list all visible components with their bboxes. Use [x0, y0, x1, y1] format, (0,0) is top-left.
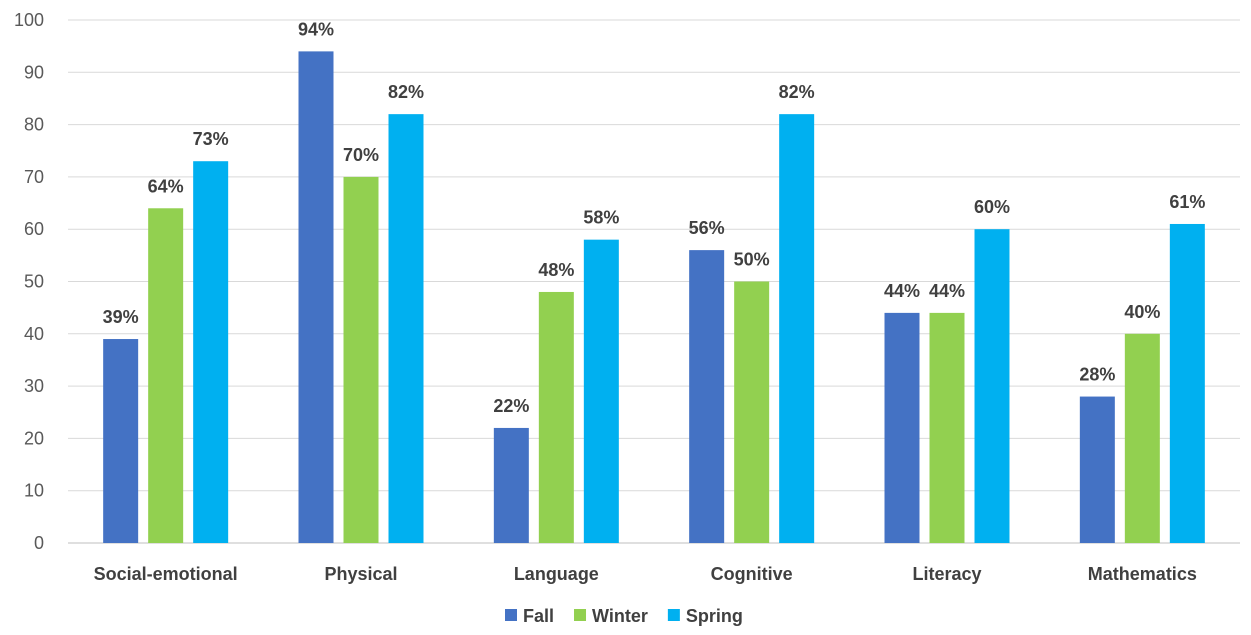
data-label: 73% [193, 129, 229, 149]
data-label: 82% [779, 82, 815, 102]
bars [103, 51, 1205, 543]
bar-winter [343, 176, 379, 543]
bar-winter [538, 291, 574, 543]
data-label: 28% [1079, 365, 1115, 385]
y-tick-label: 10 [24, 481, 44, 501]
legend-label-winter: Winter [592, 606, 648, 626]
data-label: 58% [583, 208, 619, 228]
bar-fall [298, 51, 334, 543]
data-label: 56% [689, 218, 725, 238]
y-tick-label: 50 [24, 272, 44, 292]
data-label: 50% [734, 250, 770, 270]
x-tick-label: Language [514, 564, 599, 584]
bar-winter [148, 208, 184, 543]
bar-winter [929, 312, 965, 543]
bar-spring [974, 229, 1010, 543]
data-label: 22% [493, 396, 529, 416]
x-tick-label: Social-emotional [94, 564, 238, 584]
bar-fall [884, 312, 920, 543]
data-label: 44% [929, 281, 965, 301]
data-label: 70% [343, 145, 379, 165]
y-tick-label: 30 [24, 376, 44, 396]
bar-fall [1079, 396, 1115, 543]
data-labels: 39% 64% 73% 94% 70% 82% 22% 48% 58% 56% 50% 82% 44% 4… [103, 19, 1206, 416]
data-label: 40% [1124, 302, 1160, 322]
y-tick-label: 0 [34, 533, 44, 553]
data-label: 48% [538, 260, 574, 280]
x-axis-ticks: Social-emotional Physical Language Cognitiv… [94, 564, 1197, 584]
bar-fall [689, 250, 725, 543]
x-tick-label: Mathematics [1088, 564, 1197, 584]
x-tick-label: Physical [324, 564, 397, 584]
bar-winter [734, 281, 770, 543]
bar-spring [779, 114, 815, 543]
gridlines [68, 19, 1240, 544]
legend-label-fall: Fall [523, 606, 554, 626]
x-tick-label: Literacy [912, 564, 981, 584]
bar-fall [103, 339, 139, 543]
bar-spring [583, 239, 619, 543]
y-tick-label: 100 [14, 10, 44, 30]
bar-winter [1124, 333, 1160, 543]
data-label: 44% [884, 281, 920, 301]
legend: Fall Winter Spring [505, 606, 743, 626]
y-tick-label: 40 [24, 324, 44, 344]
data-label: 82% [388, 82, 424, 102]
data-label: 60% [974, 197, 1010, 217]
y-axis-ticks: 0 10 20 30 40 50 60 70 80 90 100 [14, 10, 44, 553]
legend-swatch-winter [574, 609, 587, 621]
data-label: 94% [298, 19, 334, 39]
bar-spring [1169, 223, 1205, 543]
legend-swatch-fall [505, 609, 517, 621]
data-label: 61% [1169, 192, 1205, 212]
data-label: 39% [103, 307, 139, 327]
y-tick-label: 80 [24, 115, 44, 135]
y-tick-label: 70 [24, 167, 44, 187]
data-label: 64% [148, 176, 184, 196]
legend-label-spring: Spring [686, 606, 743, 626]
bar-spring [193, 161, 229, 543]
bar-spring [388, 114, 424, 543]
x-tick-label: Cognitive [711, 564, 793, 584]
y-tick-label: 20 [24, 428, 44, 448]
legend-swatch-spring [667, 609, 680, 621]
y-tick-label: 90 [24, 62, 44, 82]
bar-fall [493, 427, 529, 543]
y-tick-label: 60 [24, 219, 44, 239]
